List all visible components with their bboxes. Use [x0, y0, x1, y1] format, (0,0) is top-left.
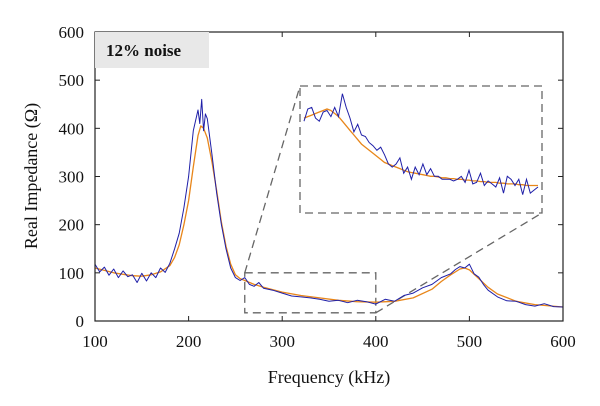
inset-fitted-curve-line — [303, 108, 538, 187]
plot-frame — [94, 31, 564, 322]
x-tick-label-100: 100 — [82, 332, 108, 351]
zoom-connector-left — [244, 85, 301, 274]
y-tick-label-400: 400 — [59, 119, 85, 138]
y-tick-label-200: 200 — [59, 216, 85, 235]
x-tick-label-400: 400 — [363, 332, 389, 351]
inset-noisy-measurement-line — [303, 93, 539, 195]
y-tick-label-500: 500 — [59, 71, 85, 90]
x-tick-label-600: 600 — [550, 332, 576, 351]
series-layer — [94, 98, 564, 308]
y-axis-label: Real Impedance (Ω) — [21, 103, 42, 249]
noisy-measurement-line — [94, 98, 564, 308]
noise-annotation: 12% noise — [106, 41, 182, 60]
noise-badge — [95, 32, 209, 68]
y-tick-label-600: 600 — [59, 23, 85, 42]
x-tick-label-200: 200 — [176, 332, 202, 351]
y-tick-label-100: 100 — [59, 264, 85, 283]
y-tick-label-0: 0 — [76, 312, 85, 331]
x-tick-label-300: 300 — [269, 332, 295, 351]
x-tick-label-500: 500 — [457, 332, 483, 351]
x-axis-label: Frequency (kHz) — [268, 367, 390, 388]
inset-frame — [299, 85, 543, 214]
zoom-source-box — [244, 272, 377, 314]
y-tick-label-300: 300 — [59, 168, 85, 187]
inset-zoom-layer — [244, 85, 543, 314]
fitted-curve-line — [94, 125, 564, 308]
